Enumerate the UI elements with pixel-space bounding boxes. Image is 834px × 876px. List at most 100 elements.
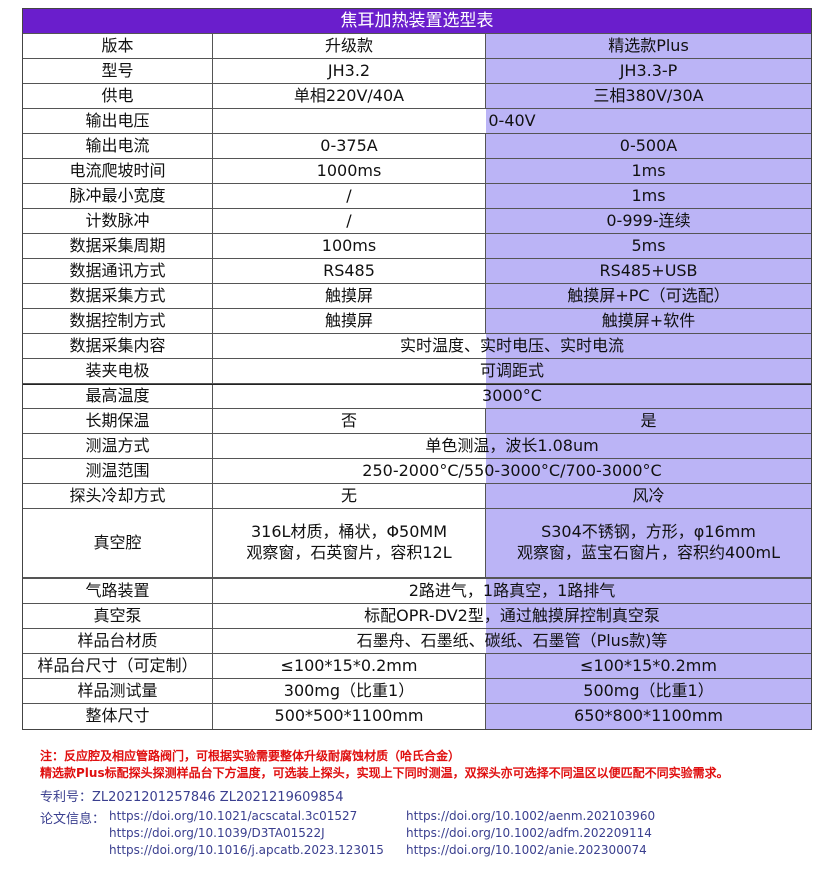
patent-numbers: 专利号：ZL2021201257846 ZL2021219609854 <box>40 790 344 805</box>
plus-value: 0-999-连续 <box>486 209 811 233</box>
table-row: 数据采集内容 实时温度、实时电压、实时电流 <box>23 334 811 359</box>
shared-value: 3000°C <box>213 385 811 408</box>
row-label: 数据采集方式 <box>23 284 213 308</box>
table-row: 输出电流 0-375A 0-500A <box>23 134 811 159</box>
shared-value: 2路进气，1路真空，1路排气 <box>213 579 811 603</box>
table-row: 样品测试量 300mg（比重1） 500mg（比重1） <box>23 679 811 704</box>
paper-link[interactable]: https://doi.org/10.1002/anie.202300074 <box>406 843 647 857</box>
paper-link[interactable]: https://doi.org/10.1016/j.apcatb.2023.12… <box>109 843 384 857</box>
row-label: 真空泵 <box>23 604 213 628</box>
row-label: 最高温度 <box>23 385 213 408</box>
table-row: 计数脉冲/0-999-连续 <box>23 209 811 234</box>
row-label: 样品台材质 <box>23 629 213 653</box>
table-row: 电流爬坡时间 1000ms 1ms <box>23 159 811 184</box>
paper-link[interactable]: https://doi.org/10.1021/acscatal.3c01527 <box>109 809 358 823</box>
row-label: 供电 <box>23 84 213 108</box>
table-title: 焦耳加热装置选型表 <box>23 9 811 34</box>
upgrade-value: 否 <box>213 409 486 433</box>
note-line: 注：反应腔及相应管路阀门，可根据实验需要整体升级耐腐蚀材质（哈氏合金） <box>40 749 461 763</box>
table-row: 整体尺寸 500*500*1100mm 650*800*1100mm <box>23 704 811 729</box>
row-label: 样品测试量 <box>23 679 213 703</box>
paper-link[interactable]: https://doi.org/10.1002/adfm.202209114 <box>406 826 652 840</box>
row-label: 探头冷却方式 <box>23 484 213 508</box>
table-row: 真空腔 316L材质，桶状，Φ50MM 观察窗，石英窗片，容积12L S304不锈钢，… <box>23 509 811 579</box>
paper-link[interactable]: https://doi.org/10.1002/aenm.202103960 <box>406 809 656 823</box>
plus-value: 是 <box>486 409 811 433</box>
plus-value: 500mg（比重1） <box>486 679 811 703</box>
table-row: 型号 JH3.2 JH3.3-P <box>23 59 811 84</box>
upgrade-value: 0-375A <box>213 134 486 158</box>
upgrade-value: 触摸屏 <box>213 309 486 333</box>
row-label: 版本 <box>23 34 213 58</box>
upgrade-value: 100ms <box>213 234 486 258</box>
shared-value: 单色测温，波长1.08um <box>213 434 811 458</box>
row-label: 电流爬坡时间 <box>23 159 213 183</box>
shared-value: 实时温度、实时电压、实时电流 <box>213 334 811 358</box>
row-label: 输出电压 <box>23 109 213 133</box>
upgrade-value: 1000ms <box>213 159 486 183</box>
row-label: 数据通讯方式 <box>23 259 213 283</box>
row-label: 测温方式 <box>23 434 213 458</box>
plus-value: 0-500A <box>486 134 811 158</box>
notes: 注：反应腔及相应管路阀门，可根据实验需要整体升级耐腐蚀材质（哈氏合金） 精选款P… <box>40 748 729 782</box>
upgrade-value: JH3.2 <box>213 59 486 83</box>
shared-value: 250-2000°C/550-3000°C/700-3000°C <box>213 459 811 483</box>
plus-value: 650*800*1100mm <box>486 704 811 729</box>
table-row: 真空泵 标配OPR-DV2型，通过触摸屏控制真空泵 <box>23 604 811 629</box>
row-label: 数据控制方式 <box>23 309 213 333</box>
upgrade-value: 单相220V/40A <box>213 84 486 108</box>
plus-value: 触摸屏+软件 <box>486 309 811 333</box>
row-label: 长期保温 <box>23 409 213 433</box>
table-row: 气路装置 2路进气，1路真空，1路排气 <box>23 579 811 604</box>
note-line: 精选款Plus标配探头探测样品台下方温度，可选装上探头，实现上下同时测温，双探头… <box>40 766 729 780</box>
table-row: 数据采集周期 100ms 5ms <box>23 234 811 259</box>
upgrade-value: 触摸屏 <box>213 284 486 308</box>
table-row: 数据采集方式 触摸屏 触摸屏+PC（可选配） <box>23 284 811 309</box>
upgrade-value: ≤100*15*0.2mm <box>213 654 486 678</box>
value-line: S304不锈钢，方形，φ16mm <box>541 522 756 542</box>
paper-links-left: https://doi.org/10.1021/acscatal.3c01527… <box>109 808 406 859</box>
shared-value: 标配OPR-DV2型，通过触摸屏控制真空泵 <box>213 604 811 628</box>
table-row: 探头冷却方式无风冷 <box>23 484 811 509</box>
row-label: 输出电流 <box>23 134 213 158</box>
shared-value: 石墨舟、石墨纸、碳纸、石墨管（Plus款)等 <box>213 629 811 653</box>
plus-value: 1ms <box>486 184 811 208</box>
row-label: 脉冲最小宽度 <box>23 184 213 208</box>
upgrade-value: RS485 <box>213 259 486 283</box>
upgrade-value: 升级款 <box>213 34 486 58</box>
paper-info: 论文信息： https://doi.org/10.1021/acscatal.3… <box>40 808 703 859</box>
row-label: 计数脉冲 <box>23 209 213 233</box>
selection-table: 焦耳加热装置选型表 版本 升级款 精选款Plus 型号 JH3.2 JH3.3-P 供电 单相… <box>22 8 812 730</box>
table-row: 版本 升级款 精选款Plus <box>23 34 811 59</box>
table-row: 数据通讯方式 RS485 RS485+USB <box>23 259 811 284</box>
row-label: 数据采集内容 <box>23 334 213 358</box>
table-row: 最高温度 3000°C <box>23 384 811 409</box>
table-row: 输出电压 0-40V <box>23 109 811 134</box>
plus-value: 三相380V/30A <box>486 84 811 108</box>
row-label: 型号 <box>23 59 213 83</box>
table-row: 测温方式 单色测温，波长1.08um <box>23 434 811 459</box>
table-row: 数据控制方式 触摸屏 触摸屏+软件 <box>23 309 811 334</box>
value-line: 观察窗，石英窗片，容积12L <box>246 543 452 562</box>
upgrade-value: 无 <box>213 484 486 508</box>
table-row: 样品台尺寸（可定制） ≤100*15*0.2mm ≤100*15*0.2mm <box>23 654 811 679</box>
plus-value: 精选款Plus <box>486 34 811 58</box>
row-label: 装夹电极 <box>23 359 213 383</box>
table-row: 脉冲最小宽度/1ms <box>23 184 811 209</box>
row-label: 整体尺寸 <box>23 704 213 729</box>
plus-value: ≤100*15*0.2mm <box>486 654 811 678</box>
paper-link[interactable]: https://doi.org/10.1039/D3TA01522J <box>109 826 325 840</box>
row-label: 样品台尺寸（可定制） <box>23 654 213 678</box>
upgrade-value: / <box>213 209 486 233</box>
plus-value: 风冷 <box>486 484 811 508</box>
plus-value: 1ms <box>486 159 811 183</box>
upgrade-value: / <box>213 184 486 208</box>
row-label: 真空腔 <box>23 509 213 577</box>
row-label: 数据采集周期 <box>23 234 213 258</box>
plus-value: 5ms <box>486 234 811 258</box>
table-row: 装夹电极 可调距式 <box>23 359 811 384</box>
table-row: 供电 单相220V/40A 三相380V/30A <box>23 84 811 109</box>
plus-value: 触摸屏+PC（可选配） <box>486 284 811 308</box>
table-row: 长期保温否是 <box>23 409 811 434</box>
paper-links-right: https://doi.org/10.1002/aenm.202103960 h… <box>406 808 703 859</box>
